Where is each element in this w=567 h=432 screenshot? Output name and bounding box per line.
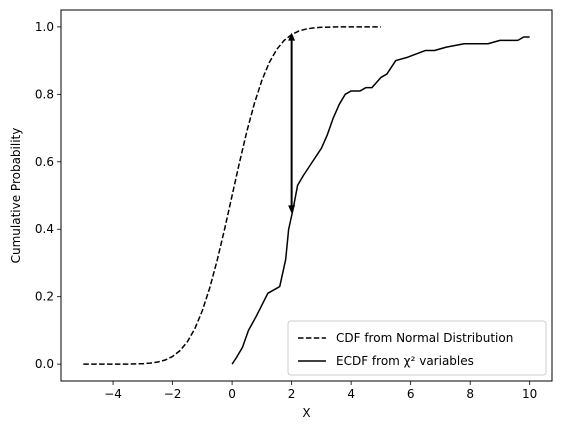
x-tick-label: −2 [164, 387, 182, 401]
y-tick-label: 0.6 [35, 155, 54, 169]
legend-label-chi2-ecdf: ECDF from χ² variables [336, 354, 474, 368]
x-tick-label: 0 [228, 387, 236, 401]
x-tick-label: −4 [104, 387, 122, 401]
y-axis-label: Cumulative Probability [9, 128, 23, 264]
x-tick-label: 10 [522, 387, 537, 401]
x-axis-label: X [302, 406, 310, 420]
ks-arrow-head-bottom [288, 205, 296, 214]
x-axis-ticks: −4 −2 0 2 4 6 8 10 [104, 381, 537, 401]
legend-label-normal-cdf: CDF from Normal Distribution [336, 331, 513, 345]
series-line-normal-cdf [83, 26, 381, 365]
x-tick-label: 2 [288, 387, 296, 401]
legend: CDF from Normal Distribution ECDF from χ… [287, 320, 547, 376]
y-tick-label: 1.0 [35, 20, 54, 34]
ks-arrow-head-top [288, 32, 296, 41]
plot-frame [60, 9, 553, 382]
series-layer [83, 26, 530, 365]
annotation-layer [288, 32, 296, 214]
y-tick-label: 0.0 [35, 357, 54, 371]
x-tick-label: 4 [347, 387, 355, 401]
legend-box [287, 320, 547, 376]
y-tick-label: 0.8 [35, 87, 54, 101]
x-tick-label: 8 [466, 387, 474, 401]
y-axis-ticks: 0.0 0.2 0.4 0.6 0.8 1.0 [35, 20, 61, 371]
x-tick-label: 6 [407, 387, 415, 401]
y-tick-label: 0.4 [35, 222, 54, 236]
series-line-chi2-ecdf [231, 36, 530, 365]
y-tick-label: 0.2 [35, 290, 54, 304]
